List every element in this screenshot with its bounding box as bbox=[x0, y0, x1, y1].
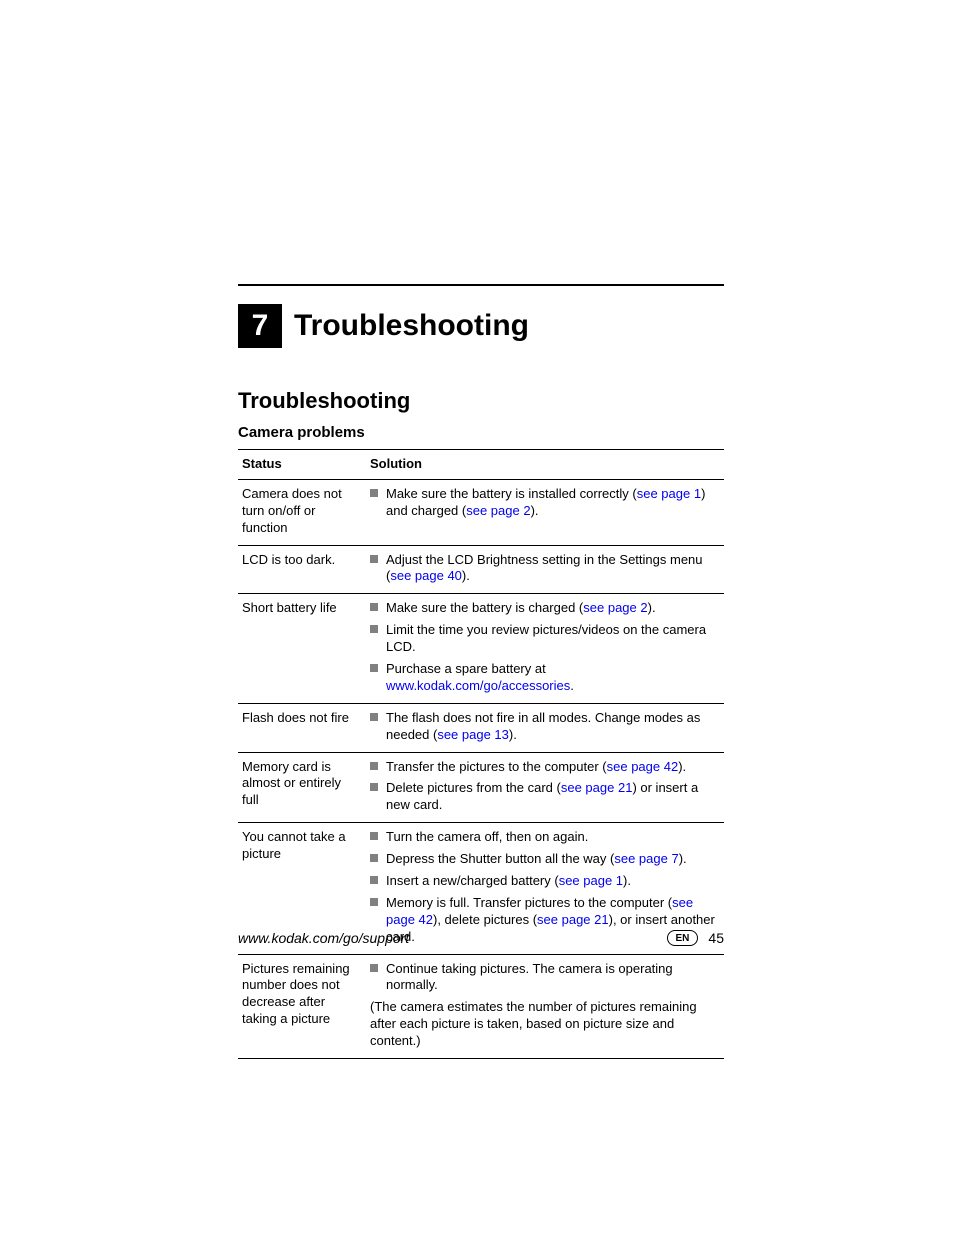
page-link[interactable]: see page 21 bbox=[537, 912, 609, 927]
solution-text: ). bbox=[679, 851, 687, 866]
solution-text: Insert a new/charged battery ( bbox=[386, 873, 559, 888]
square-bullet-icon bbox=[370, 762, 378, 770]
page-footer: www.kodak.com/go/support EN 45 bbox=[238, 930, 724, 946]
solution-text: Memory is full. Transfer pictures to the… bbox=[386, 895, 672, 910]
solution-text: ). bbox=[623, 873, 631, 888]
chapter-header: 7 Troubleshooting bbox=[238, 304, 724, 348]
solution-text: Delete pictures from the card ( bbox=[386, 780, 561, 795]
solution-cell: Make sure the battery is installed corre… bbox=[366, 479, 724, 545]
table-row: Short battery life Make sure the battery… bbox=[238, 594, 724, 703]
solution-item: Insert a new/charged battery (see page 1… bbox=[370, 873, 720, 890]
solution-text: Make sure the battery is installed corre… bbox=[386, 486, 637, 501]
footer-url[interactable]: www.kodak.com/go/support bbox=[238, 930, 409, 946]
page-link[interactable]: see page 7 bbox=[614, 851, 678, 866]
table-header-row: Status Solution bbox=[238, 450, 724, 480]
chapter-title: Troubleshooting bbox=[294, 309, 529, 343]
solution-text: Limit the time you review pictures/video… bbox=[386, 622, 706, 654]
page-link[interactable]: see page 13 bbox=[437, 727, 509, 742]
solution-text: ). bbox=[678, 759, 686, 774]
page-link[interactable]: see page 2 bbox=[583, 600, 647, 615]
solution-text: . bbox=[570, 678, 574, 693]
solution-item: Transfer the pictures to the computer (s… bbox=[370, 759, 720, 776]
square-bullet-icon bbox=[370, 713, 378, 721]
solution-item: Limit the time you review pictures/video… bbox=[370, 622, 720, 656]
solution-text: ), delete pictures ( bbox=[433, 912, 537, 927]
section-title: Troubleshooting bbox=[238, 388, 724, 414]
solution-text: Continue taking pictures. The camera is … bbox=[386, 961, 673, 993]
solution-item: Adjust the LCD Brightness setting in the… bbox=[370, 552, 720, 586]
solution-item: Make sure the battery is installed corre… bbox=[370, 486, 720, 520]
solution-note: (The camera estimates the number of pict… bbox=[370, 999, 720, 1050]
language-badge: EN bbox=[667, 930, 699, 946]
table-row: LCD is too dark. Adjust the LCD Brightne… bbox=[238, 545, 724, 594]
page-link[interactable]: see page 2 bbox=[466, 503, 530, 518]
table-row: Pictures remaining number does not decre… bbox=[238, 954, 724, 1058]
solution-item: Continue taking pictures. The camera is … bbox=[370, 961, 720, 995]
square-bullet-icon bbox=[370, 603, 378, 611]
solution-text: Make sure the battery is charged ( bbox=[386, 600, 583, 615]
page-link[interactable]: see page 40 bbox=[390, 568, 462, 583]
page-link[interactable]: see page 1 bbox=[559, 873, 623, 888]
solution-text: Transfer the pictures to the computer ( bbox=[386, 759, 607, 774]
solution-cell: Transfer the pictures to the computer (s… bbox=[366, 752, 724, 823]
solution-text: Purchase a spare battery at bbox=[386, 661, 546, 676]
square-bullet-icon bbox=[370, 964, 378, 972]
solution-text: The flash does not fire in all modes. Ch… bbox=[386, 710, 700, 742]
solution-cell: Adjust the LCD Brightness setting in the… bbox=[366, 545, 724, 594]
square-bullet-icon bbox=[370, 664, 378, 672]
header-solution: Solution bbox=[366, 450, 724, 480]
solution-text: Depress the Shutter button all the way ( bbox=[386, 851, 614, 866]
solution-item: Depress the Shutter button all the way (… bbox=[370, 851, 720, 868]
solution-item: Turn the camera off, then on again. bbox=[370, 829, 720, 846]
page-link[interactable]: see page 1 bbox=[637, 486, 701, 501]
page-link[interactable]: see page 42 bbox=[607, 759, 679, 774]
subsection-title: Camera problems bbox=[238, 424, 724, 441]
solution-text: ). bbox=[648, 600, 656, 615]
solution-cell: The flash does not fire in all modes. Ch… bbox=[366, 703, 724, 752]
solution-item: The flash does not fire in all modes. Ch… bbox=[370, 710, 720, 744]
troubleshooting-table: Status Solution Camera does not turn on/… bbox=[238, 449, 724, 1059]
table-row: Camera does not turn on/off or function … bbox=[238, 479, 724, 545]
solution-text: ). bbox=[462, 568, 470, 583]
status-cell: Short battery life bbox=[238, 594, 366, 703]
status-cell: Camera does not turn on/off or function bbox=[238, 479, 366, 545]
status-cell: LCD is too dark. bbox=[238, 545, 366, 594]
square-bullet-icon bbox=[370, 783, 378, 791]
square-bullet-icon bbox=[370, 625, 378, 633]
solution-text: ). bbox=[509, 727, 517, 742]
square-bullet-icon bbox=[370, 898, 378, 906]
table-row: Flash does not fire The flash does not f… bbox=[238, 703, 724, 752]
square-bullet-icon bbox=[370, 832, 378, 840]
solution-text: Turn the camera off, then on again. bbox=[386, 829, 588, 844]
solution-cell: Continue taking pictures. The camera is … bbox=[366, 954, 724, 1058]
external-link[interactable]: www.kodak.com/go/accessories bbox=[386, 678, 570, 693]
status-cell: Memory card is almost or entirely full bbox=[238, 752, 366, 823]
status-cell: Flash does not fire bbox=[238, 703, 366, 752]
table-row: Memory card is almost or entirely full T… bbox=[238, 752, 724, 823]
chapter-number-box: 7 bbox=[238, 304, 282, 348]
solution-item: Make sure the battery is charged (see pa… bbox=[370, 600, 720, 617]
solution-text: ). bbox=[531, 503, 539, 518]
solution-cell: Make sure the battery is charged (see pa… bbox=[366, 594, 724, 703]
top-rule bbox=[238, 284, 724, 286]
header-status: Status bbox=[238, 450, 366, 480]
solution-item: Delete pictures from the card (see page … bbox=[370, 780, 720, 814]
footer-right: EN 45 bbox=[667, 930, 724, 946]
page-number: 45 bbox=[708, 930, 724, 946]
status-cell: Pictures remaining number does not decre… bbox=[238, 954, 366, 1058]
square-bullet-icon bbox=[370, 854, 378, 862]
square-bullet-icon bbox=[370, 489, 378, 497]
square-bullet-icon bbox=[370, 876, 378, 884]
square-bullet-icon bbox=[370, 555, 378, 563]
solution-item: Purchase a spare battery at www.kodak.co… bbox=[370, 661, 720, 695]
page-link[interactable]: see page 21 bbox=[561, 780, 633, 795]
